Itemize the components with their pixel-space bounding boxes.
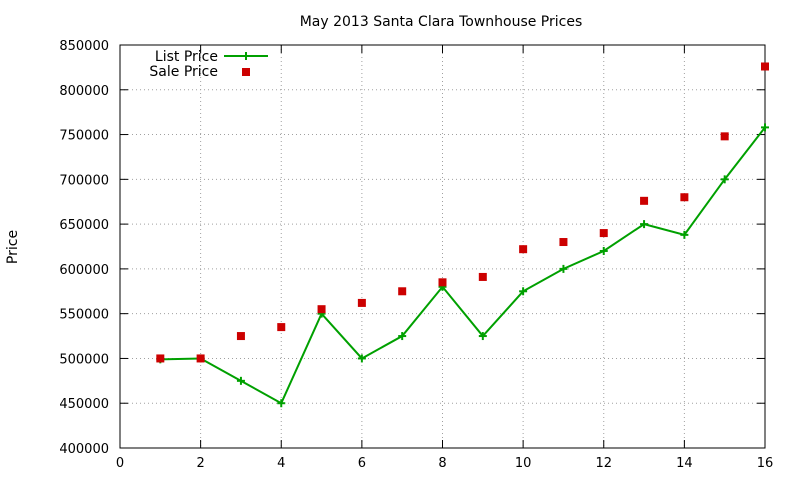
chart-title: May 2013 Santa Clara Townhouse Prices (300, 14, 583, 30)
list-price-point (398, 332, 407, 341)
sale-price-point (357, 298, 366, 307)
list-price-line (160, 126, 766, 405)
legend-cross (242, 52, 250, 60)
y-tick-label: 650000 (59, 218, 109, 233)
sale-price-point (317, 305, 326, 314)
x-tick-label: 2 (196, 456, 204, 471)
x-tick-label: 14 (676, 456, 693, 471)
list-price-point (478, 332, 487, 341)
sale-price-point (559, 238, 568, 247)
sale-price-point (196, 354, 205, 363)
grid-lines (120, 45, 765, 448)
sale-price-point (236, 332, 245, 341)
y-tick-label: 850000 (59, 39, 109, 54)
sale-price-point (720, 132, 729, 141)
list-price-point (599, 246, 608, 255)
sale-price-point (640, 196, 649, 205)
x-tick-labels: 0 2 4 6 8 10 12 14 16 (116, 456, 773, 471)
list-price-point (720, 175, 729, 184)
sale-price-point (680, 193, 689, 202)
legend-marker-list-price (242, 52, 250, 60)
y-tick-label: 500000 (59, 352, 109, 367)
axis-ticks (119, 44, 766, 449)
legend-label-list-price: List Price (155, 49, 218, 65)
sale-price-point (398, 287, 407, 296)
x-tick-label: 12 (595, 456, 612, 471)
sale-price-point (156, 354, 165, 363)
legend-label-sale-price: Sale Price (149, 64, 218, 80)
y-axis-title: Price (5, 230, 21, 264)
y-tick-label: 700000 (59, 173, 109, 188)
list-price-point (236, 376, 245, 385)
list-price-point (559, 264, 568, 273)
y-tick-label: 800000 (59, 84, 109, 99)
y-tick-label: 550000 (59, 308, 109, 323)
x-tick-label: 16 (757, 456, 774, 471)
x-tick-label: 8 (438, 456, 446, 471)
legend-marker-sale-price (242, 68, 250, 76)
series-layer (156, 62, 769, 408)
sale-price-point (438, 278, 447, 287)
x-tick-label: 10 (515, 456, 532, 471)
y-tick-label: 450000 (59, 397, 109, 412)
list-price-point (357, 354, 366, 363)
list-price-point (680, 230, 689, 239)
list-price-point (761, 123, 769, 132)
y-tick-label: 750000 (59, 129, 109, 144)
y-tick-label: 400000 (59, 442, 109, 457)
sale-price-point (761, 62, 769, 71)
list-price-point (277, 399, 286, 408)
sale-price-point (599, 229, 608, 238)
list-price-point (519, 287, 528, 296)
sale-price-point (478, 272, 487, 281)
x-tick-label: 4 (277, 456, 285, 471)
list-price-point (640, 220, 649, 229)
legend: List Price Sale Price (149, 49, 268, 80)
y-tick-labels: 400000 450000 500000 550000 600000 650000 7000… (59, 39, 109, 457)
sale-price-point (277, 323, 286, 332)
sale-price-point (519, 245, 528, 254)
y-tick-label: 600000 (59, 263, 109, 278)
x-tick-label: 6 (358, 456, 366, 471)
x-tick-label: 0 (116, 456, 124, 471)
